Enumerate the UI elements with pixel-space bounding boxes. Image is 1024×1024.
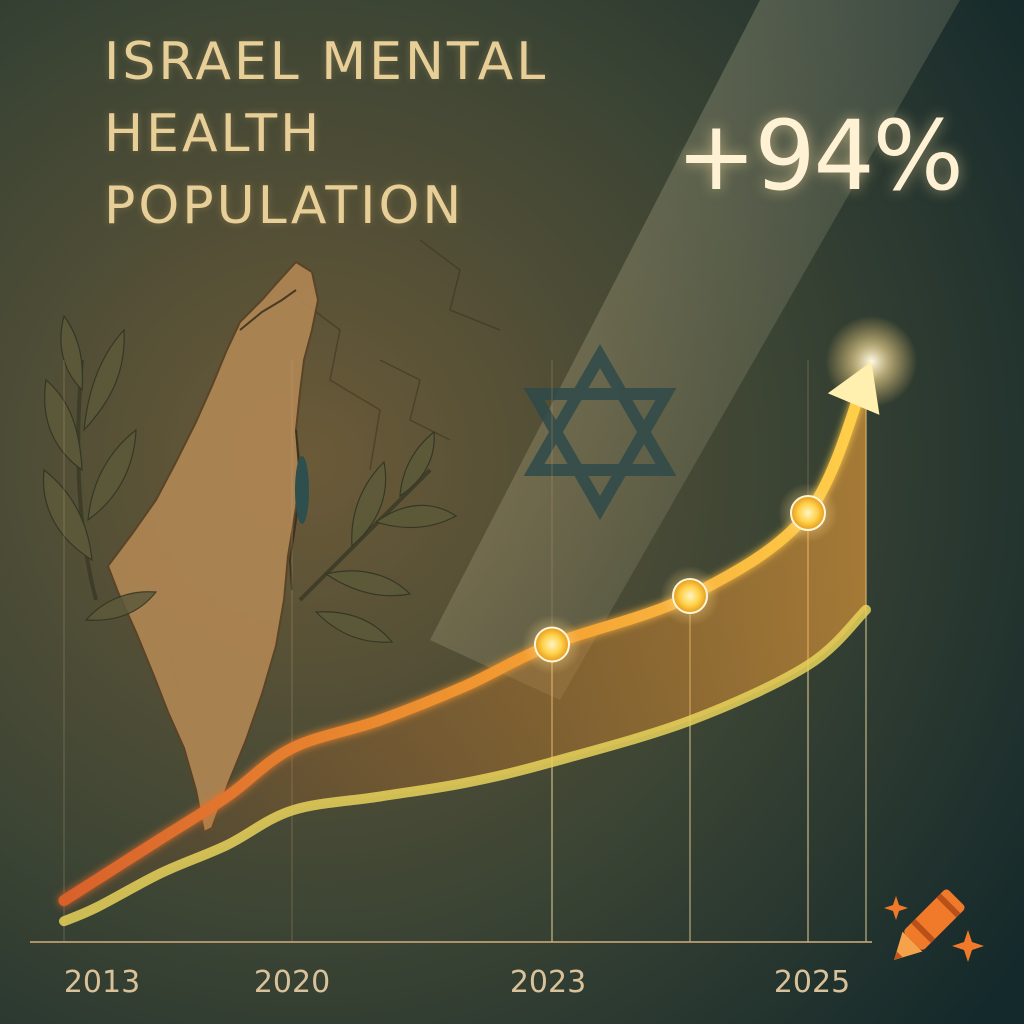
data-point-2023 xyxy=(534,626,570,663)
x-tick-label-2013: 2013 xyxy=(64,965,140,1000)
crayon-icon xyxy=(894,889,965,960)
x-tick-label-2025: 2025 xyxy=(774,965,850,1000)
x-tick-label-2023: 2023 xyxy=(510,965,586,1000)
series-group xyxy=(58,369,872,927)
percent-change-badge: +94% xyxy=(676,100,964,212)
arrow-head-icon xyxy=(827,361,880,415)
dead-sea-icon xyxy=(295,456,309,524)
sparkle-icon xyxy=(884,896,908,920)
star-of-david-icon xyxy=(523,344,677,520)
marker-group xyxy=(522,315,918,675)
x-axis: 2013 2020 2023 2025 xyxy=(30,941,872,1000)
x-tick-label-2020: 2020 xyxy=(254,965,330,1000)
sparkle-icon xyxy=(952,930,984,962)
chart-title-line-3: POPULATION xyxy=(104,176,465,236)
series-band-fill xyxy=(64,374,866,922)
map-border-line xyxy=(239,289,297,331)
series-line-lower xyxy=(59,604,871,927)
olive-branch-icon xyxy=(42,314,158,621)
data-point-2025 xyxy=(790,494,826,531)
series-band xyxy=(64,374,866,922)
chart-title-line-2: HEALTH xyxy=(104,104,323,164)
series-line-upper xyxy=(58,369,872,906)
light-beam xyxy=(430,0,960,700)
chart-title-line-1: ISRAEL MENTAL xyxy=(104,32,549,92)
data-point-2024 xyxy=(672,578,708,614)
olive-branch-icon xyxy=(298,430,458,643)
